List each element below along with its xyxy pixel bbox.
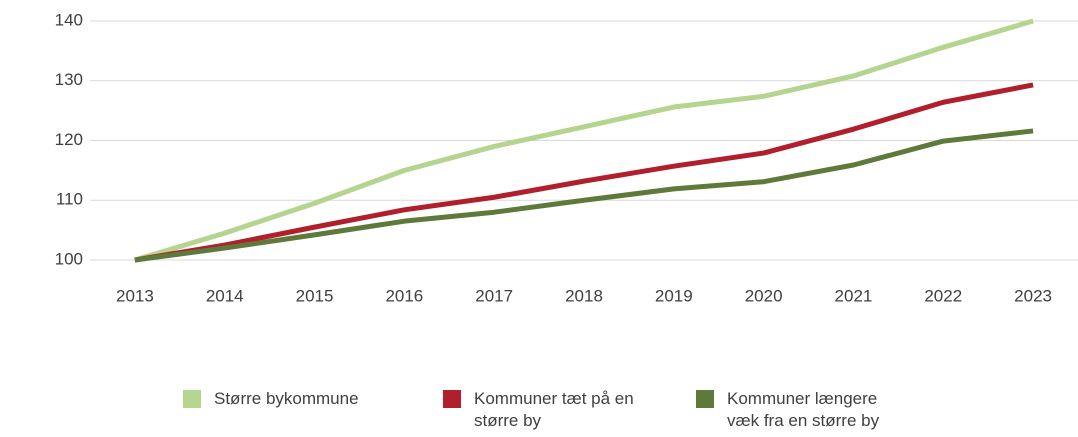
series-line [134, 128, 1034, 263]
legend-item: Kommuner længere væk fra en større by [696, 388, 902, 432]
x-tick-label: 2017 [475, 286, 513, 305]
legend-swatch [696, 390, 714, 408]
x-tick-label: 2018 [565, 286, 603, 305]
x-tick-label: 2023 [1014, 286, 1052, 305]
x-tick-label: 2014 [206, 286, 244, 305]
series-line [134, 82, 1034, 263]
x-tick-label: 2019 [655, 286, 693, 305]
x-tick-label: 2013 [116, 286, 154, 305]
legend-swatch [443, 390, 461, 408]
legend-swatch [183, 390, 201, 408]
legend-label: Kommuner længere væk fra en større by [727, 389, 880, 430]
x-tick-label: 2015 [296, 286, 334, 305]
y-tick-label: 100 [55, 249, 83, 268]
y-tick-label: 130 [55, 70, 83, 89]
legend-label: Kommuner tæt på en større by [474, 389, 634, 430]
x-tick-label: 2020 [745, 286, 783, 305]
legend-item: Større bykommune [183, 388, 389, 410]
y-tick-label: 140 [55, 10, 83, 29]
x-tick-label: 2021 [835, 286, 873, 305]
y-tick-label: 110 [56, 190, 83, 209]
legend-label: Større bykommune [214, 389, 359, 408]
x-tick-label: 2016 [385, 286, 423, 305]
plot: 100 110 120 130 140 2013 2014 2015 2016 2017 2018 2… [55, 10, 1078, 305]
x-tick-label: 2022 [924, 286, 962, 305]
legend-item: Kommuner tæt på en større by [443, 388, 649, 432]
series-line [134, 18, 1034, 263]
y-tick-label: 120 [55, 130, 83, 149]
